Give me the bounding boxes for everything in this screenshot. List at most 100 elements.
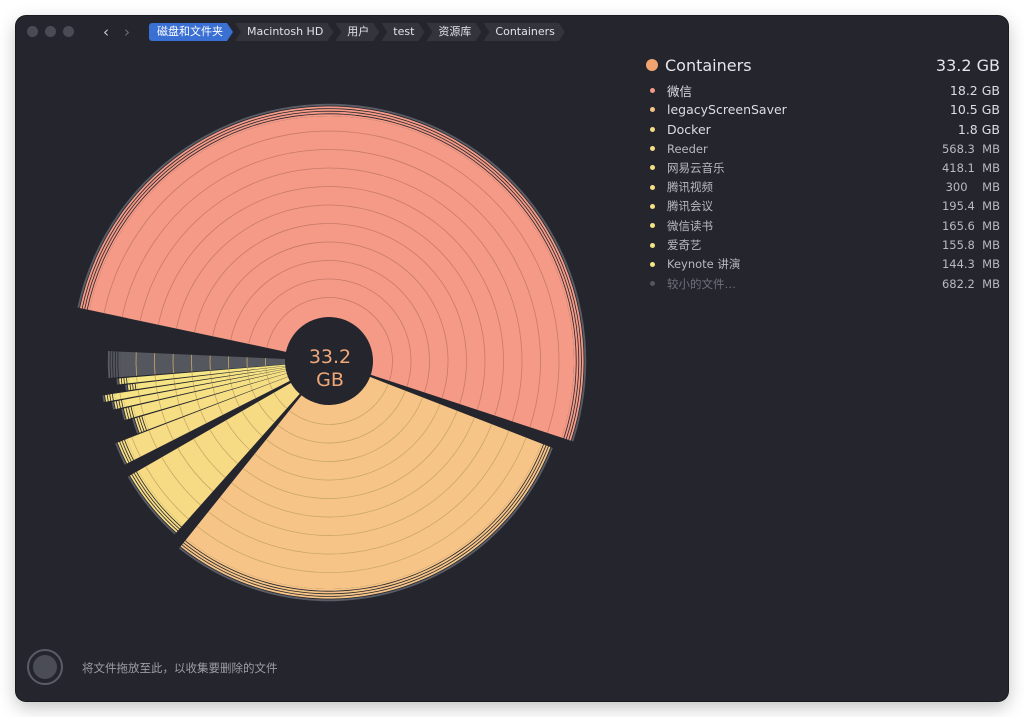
sunburst-segment-fill[interactable] — [186, 376, 542, 589]
sunburst-segment[interactable] — [111, 369, 287, 410]
sunburst-ring-line — [248, 379, 251, 384]
legend-item[interactable]: Reeder 568.3 MB — [650, 139, 1000, 158]
breadcrumb-test[interactable]: test — [381, 23, 424, 41]
legend-item[interactable]: Keynote 讲演 144.3 MB — [650, 255, 1000, 274]
legend-item-name: Docker — [667, 121, 711, 137]
sunburst-segment[interactable] — [102, 367, 286, 403]
sunburst-ring-line — [177, 447, 214, 492]
collector-icon[interactable] — [26, 648, 64, 686]
center-total-value: 33.2 — [308, 346, 352, 368]
sunburst-segment[interactable] — [77, 103, 587, 442]
sunburst-ring-line — [212, 241, 449, 399]
forward-button[interactable]: › — [124, 23, 130, 41]
sunburst-segment[interactable] — [107, 351, 286, 378]
legend-item-size: 18.2 GB — [949, 83, 1000, 99]
sunburst-chart[interactable] — [16, 16, 1008, 701]
breadcrumb-users[interactable]: 用户 — [335, 23, 379, 41]
legend-item[interactable]: 腾讯会议 195.4 MB — [650, 197, 1000, 216]
sunburst-ring-line — [242, 410, 458, 499]
sunburst-ring-line — [139, 167, 523, 422]
sunburst-segment-fill[interactable] — [143, 373, 288, 430]
legend-item[interactable]: 爱奇艺 155.8 MB — [650, 235, 1000, 254]
zoom-window-button[interactable] — [63, 26, 74, 37]
legend-item[interactable]: Docker 1.8 GB — [650, 120, 1000, 139]
legend-item-dot — [650, 184, 655, 190]
sunburst-ring-line — [225, 420, 251, 451]
sunburst-ring-line — [193, 386, 196, 392]
sunburst-outer-band — [126, 407, 131, 419]
legend-item-name: 较小的文件… — [667, 276, 736, 291]
sunburst-segment-fill[interactable] — [120, 351, 286, 378]
sunburst-segment-fill[interactable] — [123, 369, 287, 407]
legend-item-dot — [650, 146, 655, 152]
sunburst-outer-band — [110, 351, 113, 378]
sunburst-segment[interactable] — [116, 364, 286, 385]
back-button[interactable]: ‹ — [103, 23, 109, 41]
sunburst-outer-band — [114, 401, 118, 410]
sunburst-outer-band — [128, 406, 134, 419]
sunburst-ring-line — [209, 429, 238, 465]
legend-header-dot — [646, 59, 658, 71]
sunburst-ring-line — [194, 391, 198, 400]
sunburst-segment[interactable] — [115, 376, 290, 465]
sunburst-outer-band — [112, 393, 116, 401]
sunburst-ring-line — [241, 410, 263, 437]
legend-item-dot — [650, 281, 655, 287]
breadcrumb-disks-folders[interactable]: 磁盘和文件夹 — [149, 23, 233, 41]
breadcrumb: 磁盘和文件夹 Macintosh HD 用户 test 资源库 Containe… — [149, 23, 567, 41]
breadcrumb-containers[interactable]: Containers — [483, 23, 565, 41]
center-total[interactable]: 33.2 GB — [286, 346, 374, 392]
sunburst-ring-line — [266, 375, 269, 379]
legend-item-dot — [650, 107, 655, 113]
sunburst-ring-line — [265, 397, 424, 462]
legend-item[interactable]: 较小的文件… 682.2 MB — [650, 274, 1000, 293]
legend-item-size: 10.5 GB — [949, 102, 1000, 118]
close-window-button[interactable] — [27, 26, 38, 37]
legend-item[interactable]: 网易云音乐 418.1 MB — [650, 158, 1000, 177]
sunburst-ring-line — [157, 393, 160, 400]
breadcrumb-macintosh-hd[interactable]: Macintosh HD — [235, 23, 333, 41]
sunburst-outer-band — [107, 351, 111, 378]
sunburst-ring-line — [289, 383, 389, 425]
legend-item-name: legacyScreenSaver — [667, 102, 787, 118]
sunburst-ring-line — [183, 416, 191, 432]
sunburst-outer-band — [122, 440, 134, 462]
legend-item[interactable]: legacyScreenSaver 10.5 GB — [650, 100, 1000, 119]
minimize-window-button[interactable] — [45, 26, 56, 37]
sunburst-ring-line — [200, 410, 207, 424]
legend-item-size: 418.1 MB — [941, 160, 1000, 175]
legend-item-size: 155.8 MB — [941, 238, 1000, 253]
sunburst-segment-fill[interactable] — [128, 364, 286, 384]
sunburst-outer-band — [131, 406, 136, 418]
legend-item[interactable]: 微信读书 165.6 MB — [650, 216, 1000, 235]
sunburst-outer-band — [132, 473, 180, 531]
sunburst-outer-band — [112, 351, 116, 378]
sunburst-segment[interactable] — [132, 373, 288, 434]
sunburst-segment-fill[interactable] — [89, 116, 574, 438]
sunburst-ring-line — [140, 404, 144, 415]
sunburst-outer-band — [119, 400, 123, 408]
sunburst-ring-line — [156, 387, 158, 393]
sunburst-outer-band — [137, 417, 144, 432]
sunburst-segment-fill[interactable] — [138, 382, 300, 526]
legend-item[interactable]: 微信 18.2 GB — [650, 81, 1000, 100]
sunburst-ring-line — [229, 379, 232, 384]
sunburst-segment-fill[interactable] — [133, 370, 287, 417]
sunburst-ring-line — [266, 297, 393, 381]
sunburst-segment[interactable] — [127, 382, 300, 535]
legend-item-name: 腾讯视频 — [667, 180, 713, 195]
breadcrumb-library[interactable]: 资源库 — [426, 23, 481, 41]
sunburst-ring-line — [248, 278, 412, 387]
sunburst-ring-line — [138, 396, 142, 404]
legend-header[interactable]: Containers 33.2 GB — [646, 54, 1000, 76]
sunburst-segment[interactable] — [178, 376, 553, 602]
sunburst-ring-line — [173, 379, 176, 384]
sunburst-outer-band — [115, 351, 119, 378]
sunburst-ring-line — [192, 381, 195, 386]
sunburst-segment[interactable] — [125, 366, 286, 391]
sunburst-outer-band — [116, 400, 121, 409]
legend-item[interactable]: 腾讯视频 300 MB — [650, 177, 1000, 196]
sunburst-outer-band — [124, 377, 127, 384]
sunburst-segment-fill[interactable] — [126, 376, 290, 460]
sunburst-segment[interactable] — [121, 370, 287, 421]
